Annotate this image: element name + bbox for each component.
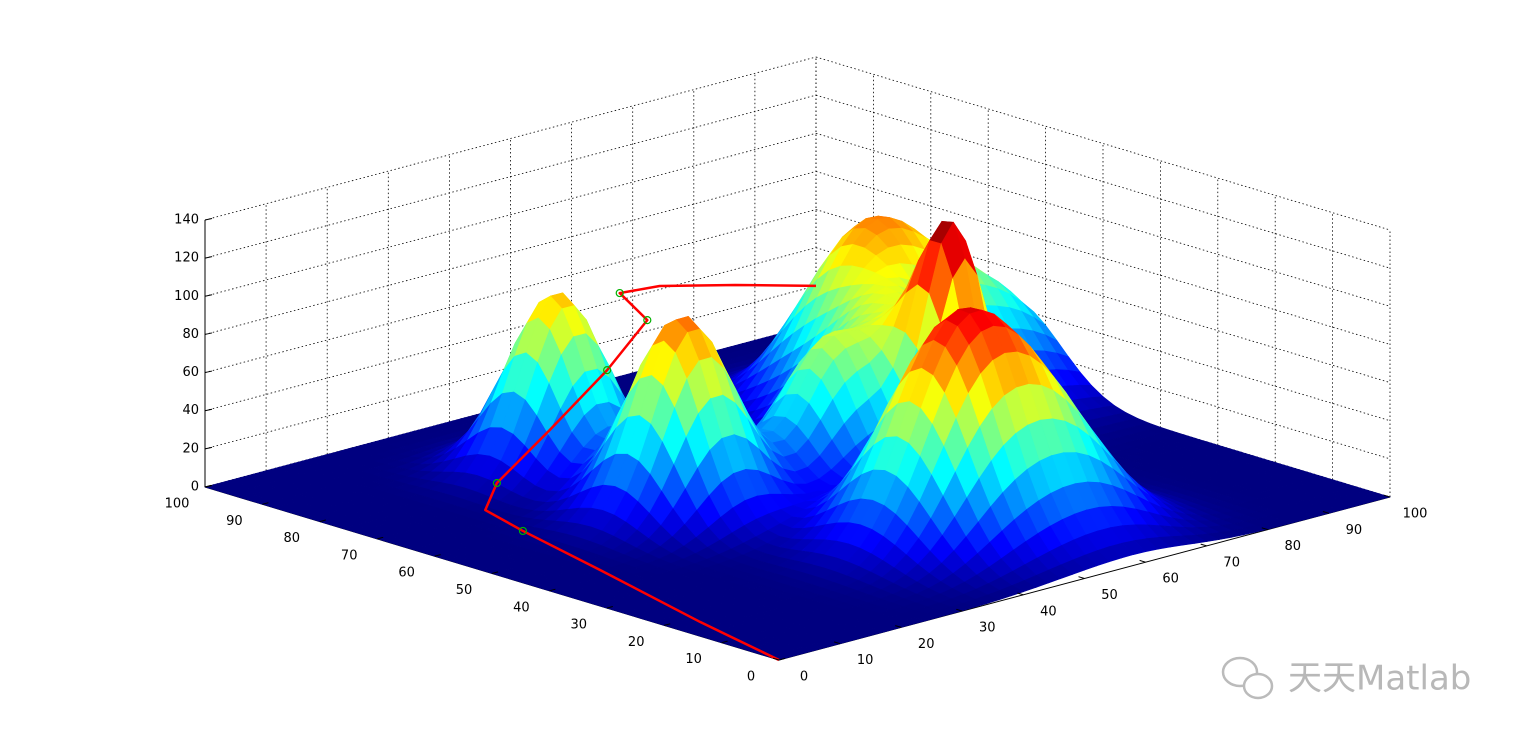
z-tick-label: 140 [174, 213, 199, 228]
x-tick [956, 608, 963, 612]
grid-line [204, 56, 817, 221]
grid-line [815, 56, 1391, 231]
y-tick-label: 70 [341, 548, 358, 563]
surface [203, 215, 1392, 661]
x-tick [1200, 543, 1207, 547]
z-tick-label: 100 [174, 289, 199, 304]
z-tick [204, 218, 213, 221]
x-tick-label: 50 [1101, 588, 1118, 603]
x-tick [1017, 592, 1024, 596]
waypoint [603, 366, 612, 375]
y-tick-label: 20 [628, 635, 645, 650]
waypoint [615, 288, 624, 298]
y-tick-label: 50 [456, 583, 473, 598]
y-tick-label: 90 [226, 514, 243, 529]
watermark-icon [1221, 656, 1259, 688]
x-tick-label: 100 [1403, 507, 1428, 522]
y-tick [434, 554, 441, 557]
y-tick-label: 40 [513, 600, 530, 615]
path-line [484, 283, 817, 662]
y-tick [606, 606, 613, 609]
z-tick [204, 408, 213, 412]
watermark: 天天Matlab [1221, 656, 1471, 700]
x-tick-label: 0 [800, 670, 808, 685]
y-tick [204, 484, 212, 488]
z-tick [204, 446, 213, 450]
plot-area: 0204060801001201400102030405060708090100… [165, 56, 1428, 685]
x-tick [1261, 527, 1268, 531]
watermark-icon [1242, 672, 1274, 700]
x-tick-label: 30 [979, 621, 996, 636]
z-tick-label: 80 [182, 327, 199, 342]
waypoint [492, 478, 501, 488]
x-tick [1383, 494, 1391, 498]
z-tick [204, 256, 213, 259]
x-tick-label: 80 [1285, 539, 1302, 554]
x-tick [895, 625, 902, 628]
y-tick [262, 502, 269, 505]
waypoint [643, 316, 652, 325]
z-tick-label: 60 [182, 365, 199, 380]
y-tick [377, 536, 384, 540]
y-tick-label: 100 [165, 497, 190, 512]
x-tick-label: 70 [1223, 555, 1240, 570]
z-tick [204, 294, 213, 297]
x-tick [1322, 511, 1330, 514]
waypoint [518, 526, 528, 536]
x-tick-label: 20 [918, 637, 935, 652]
y-tick [721, 640, 728, 644]
grid-line [204, 209, 817, 373]
x-tick [1139, 559, 1146, 563]
x-tick-label: 10 [857, 653, 874, 668]
y-tick [778, 657, 786, 661]
x-tick-label: 60 [1162, 572, 1179, 587]
z-tick [204, 332, 213, 335]
y-tick-label: 60 [398, 566, 415, 581]
x-tick-label: 90 [1346, 523, 1363, 538]
x-tick [1078, 576, 1085, 579]
y-tick [664, 623, 671, 626]
y-tick-label: 0 [747, 670, 755, 685]
y-tick-label: 80 [284, 531, 301, 546]
y-tick-label: 30 [571, 618, 588, 633]
x-tick [772, 657, 780, 661]
y-tick [491, 571, 499, 574]
y-tick-label: 10 [685, 652, 702, 667]
z-tick-label: 120 [174, 251, 199, 266]
watermark-text: 天天Matlab [1288, 659, 1471, 699]
x-tick-label: 40 [1040, 604, 1057, 619]
y-tick [319, 519, 326, 523]
z-tick-label: 20 [182, 441, 199, 456]
grid-line [204, 132, 817, 297]
z-tick-label: 40 [182, 403, 199, 418]
x-tick [833, 641, 841, 645]
z-tick-label: 0 [191, 480, 199, 495]
y-tick [549, 588, 556, 592]
z-tick [204, 370, 213, 374]
